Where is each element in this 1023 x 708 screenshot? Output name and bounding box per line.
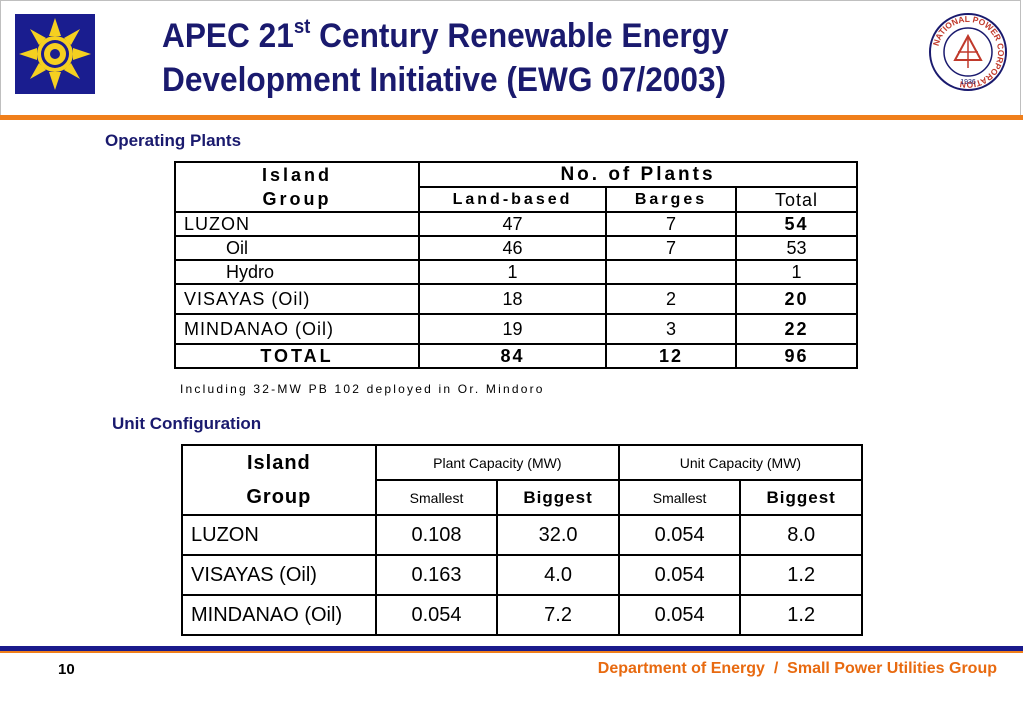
- total-cell: 54: [735, 211, 858, 237]
- unit-smallest-header: Smallest: [617, 479, 742, 516]
- unit-configuration-table: Island Group Plant Capacity (MW) Unit Ca…: [181, 444, 864, 636]
- table-subheader-row: Land-based Barges Total: [175, 186, 858, 213]
- group-cell: VISAYAS (Oil): [181, 554, 377, 596]
- barges-cell: 2: [605, 283, 737, 315]
- unit-smallest-cell: 0.054: [617, 514, 742, 556]
- table-header-row: Island Group No. of Plants: [174, 161, 858, 213]
- group-cell: Oil: [174, 235, 420, 261]
- barges-cell: [605, 259, 737, 285]
- group-cell: MINDANAO (Oil): [174, 313, 420, 345]
- island-group-header: Island Group: [181, 444, 377, 516]
- slide-header-frame: [0, 0, 1021, 116]
- grand-total-cell: 96: [735, 343, 858, 369]
- plant-smallest-cell: 0.108: [374, 514, 499, 556]
- no-of-plants-header: No. of Plants: [418, 161, 858, 188]
- land-cell: 19: [418, 313, 607, 345]
- operating-plants-table: Island Group No. of Plants Land-based Ba…: [174, 161, 858, 369]
- land-cell: 1: [418, 259, 607, 285]
- barges-cell: 7: [605, 235, 737, 261]
- footer-separator: /: [773, 660, 779, 677]
- group-cell: LUZON: [181, 514, 377, 556]
- barges-cell: 3: [605, 313, 737, 345]
- total-label-cell: TOTAL: [174, 343, 420, 369]
- unit-configuration-label: Unit Configuration: [112, 414, 262, 433]
- table-row: VISAYAS (Oil) 0.163 4.0 0.054 1.2: [181, 554, 863, 596]
- table-row: VISAYAS (Oil) 18 2 20: [174, 283, 858, 315]
- total-cell: 1: [735, 259, 858, 285]
- plant-biggest-cell: 4.0: [496, 554, 620, 596]
- table-header-row: Island Group Plant Capacity (MW) Unit Ca…: [181, 444, 864, 516]
- land-based-header: Land-based: [418, 186, 607, 213]
- land-cell: 46: [418, 235, 607, 261]
- unit-biggest-cell: 1.2: [739, 594, 863, 636]
- plant-smallest-cell: 0.054: [374, 594, 499, 636]
- land-total-cell: 84: [418, 343, 607, 369]
- footer-group: Small Power Utilities Group: [787, 660, 997, 677]
- table-row: LUZON 47 7 54: [174, 211, 858, 237]
- group-cell: MINDANAO (Oil): [181, 594, 377, 636]
- barges-cell: 7: [605, 211, 737, 237]
- footnote: Including 32-MW PB 102 deployed in Or. M…: [180, 382, 545, 396]
- table-subheader-row: Smallest Biggest Smallest Biggest: [182, 479, 863, 516]
- header-rule: [0, 115, 1023, 120]
- total-cell: 22: [735, 313, 858, 345]
- footer-rule-accent: [0, 651, 1023, 653]
- plant-smallest-header: Smallest: [374, 479, 499, 516]
- group-cell: LUZON: [174, 211, 420, 237]
- unit-smallest-cell: 0.054: [617, 554, 742, 596]
- land-cell: 18: [418, 283, 607, 315]
- table-row: LUZON 0.108 32.0 0.054 8.0: [181, 514, 863, 556]
- footer-rule: [0, 646, 1023, 651]
- group-cell: VISAYAS (Oil): [174, 283, 420, 315]
- footer-org: Department of Energy / Small Power Utili…: [598, 660, 997, 678]
- unit-biggest-cell: 8.0: [739, 514, 863, 556]
- barges-total-cell: 12: [605, 343, 737, 369]
- footer-department: Department of Energy: [597, 660, 765, 677]
- total-header: Total: [735, 186, 858, 213]
- page-number: 10: [58, 661, 75, 678]
- island-group-header: Island Group: [174, 161, 420, 213]
- plant-smallest-cell: 0.163: [374, 554, 499, 596]
- plant-biggest-cell: 7.2: [496, 594, 620, 636]
- page-title: APEC 21st Century Renewable Energy Devel…: [162, 14, 832, 102]
- plant-capacity-header: Plant Capacity (MW): [374, 444, 620, 481]
- unit-biggest-header: Biggest: [739, 479, 863, 516]
- unit-capacity-header: Unit Capacity (MW): [617, 444, 864, 481]
- title-line-2: Development Initiative (EWG 07/2003): [162, 61, 727, 99]
- plant-biggest-cell: 32.0: [496, 514, 620, 556]
- land-cell: 47: [418, 211, 607, 237]
- group-cell: Hydro: [174, 259, 420, 285]
- unit-smallest-cell: 0.054: [617, 594, 742, 636]
- total-row: TOTAL 84 12 96: [174, 343, 858, 369]
- title-line-1: APEC 21st Century Renewable Energy: [162, 16, 729, 55]
- total-cell: 20: [735, 283, 858, 315]
- operating-plants-label: Operating Plants: [105, 131, 242, 150]
- barges-header: Barges: [605, 186, 737, 213]
- plant-biggest-header: Biggest: [496, 479, 620, 516]
- unit-biggest-cell: 1.2: [739, 554, 863, 596]
- total-cell: 53: [735, 235, 858, 261]
- table-row: Oil 46 7 53: [174, 235, 858, 261]
- national-power-corporation-logo-icon: NATIONAL POWER CORPORATION 1936: [928, 12, 1008, 92]
- svg-text:1936: 1936: [960, 79, 976, 86]
- department-of-energy-seal-icon: [15, 14, 95, 94]
- table-row: Hydro 1 1: [174, 259, 858, 285]
- table-row: MINDANAO (Oil) 19 3 22: [174, 313, 858, 345]
- table-row: MINDANAO (Oil) 0.054 7.2 0.054 1.2: [181, 594, 863, 636]
